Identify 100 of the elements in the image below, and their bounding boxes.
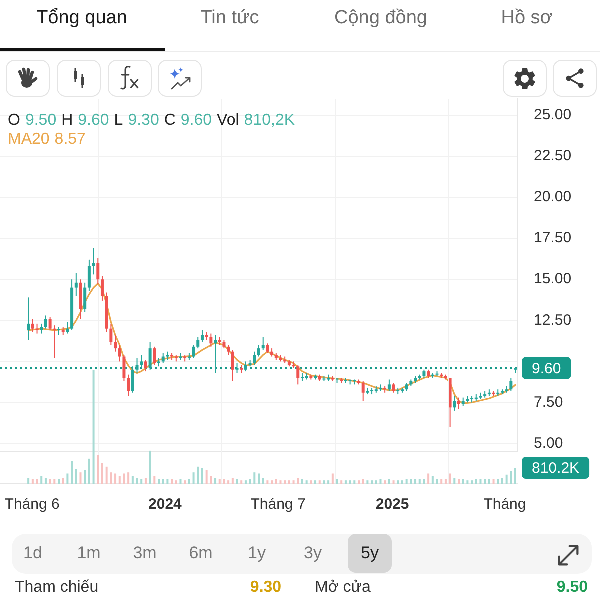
bar: [514, 468, 517, 484]
bar: [501, 478, 504, 484]
bar: [36, 479, 38, 484]
annotation: 810,2K: [244, 112, 296, 129]
bar: [480, 479, 482, 484]
annotation: L: [114, 112, 124, 129]
bar: [128, 472, 130, 484]
bar: [166, 479, 169, 484]
bar: [314, 480, 317, 484]
bar: [66, 474, 69, 484]
bar: [410, 479, 412, 484]
bar: [340, 480, 343, 484]
bar: [371, 480, 374, 484]
bar: [214, 478, 217, 484]
text: Tổng quan: [36, 8, 128, 28]
bar: [497, 479, 500, 484]
bar: [101, 463, 104, 484]
bar: [197, 466, 200, 484]
annotation: 9.30: [128, 112, 160, 129]
text: 3y: [304, 544, 322, 562]
bar: [318, 480, 321, 484]
bar: [106, 466, 108, 484]
bar: [192, 472, 195, 484]
text: 1m: [77, 544, 101, 562]
bar: [44, 478, 47, 484]
bar: [206, 470, 208, 484]
bar: [171, 479, 174, 484]
bar: [418, 479, 421, 484]
bar: [54, 479, 56, 484]
bar: [144, 478, 147, 484]
bar: [266, 480, 269, 484]
bar: [136, 478, 138, 484]
bar: [310, 480, 312, 484]
x-tick-label: Tháng 7: [250, 496, 306, 514]
annotation: Vol: [217, 112, 240, 129]
bar: [440, 479, 443, 484]
bar: [71, 461, 74, 484]
bar: [154, 476, 156, 484]
bar: [306, 480, 308, 484]
bar: [288, 480, 290, 484]
text: MA20: [8, 131, 50, 148]
bar: [149, 450, 152, 484]
bar: [506, 474, 508, 484]
bar: [236, 479, 238, 484]
annotation: 9.60: [532, 360, 562, 378]
bar: [406, 479, 408, 484]
annotation: 9.50: [25, 112, 57, 129]
bar: [284, 480, 286, 484]
bar: [428, 474, 430, 484]
bar: [384, 480, 386, 484]
bar: [110, 472, 112, 484]
bar: [180, 479, 182, 484]
x-tick-label: Tháng: [484, 496, 526, 514]
bar: [449, 474, 452, 484]
bar: [80, 472, 82, 484]
y-tick-label: 20.00: [534, 188, 572, 206]
y-tick-label: 17.50: [534, 230, 572, 247]
bar: [88, 458, 90, 484]
bar: [84, 470, 86, 484]
bar: [262, 478, 264, 484]
bar: [349, 480, 352, 484]
bar: [436, 479, 438, 484]
text: 810.2K: [532, 460, 580, 478]
bar: [28, 478, 30, 484]
annotation: H: [62, 112, 74, 129]
bar: [123, 474, 126, 484]
y-tick-label: 25.00: [534, 106, 572, 124]
bar: [184, 480, 186, 484]
y-tick-label: 15.00: [534, 270, 572, 288]
candlestick: [53, 326, 56, 358]
bar: [323, 480, 326, 484]
bar: [49, 479, 52, 484]
x-tick-label: 2024: [148, 496, 183, 514]
bar: [432, 476, 434, 484]
x-tick-label: Tháng 6: [4, 496, 60, 514]
bar: [488, 479, 490, 484]
bar: [40, 476, 43, 484]
bar: [462, 479, 464, 484]
bar: [484, 479, 486, 484]
text: 9.30: [250, 579, 282, 596]
bar: [58, 479, 60, 484]
bar: [388, 479, 390, 484]
bar: [275, 479, 278, 484]
y-tick-label: 7.50: [534, 394, 564, 411]
annotation: 9.60: [180, 112, 212, 129]
bar: [280, 480, 282, 484]
bar: [244, 480, 247, 484]
text: Hồ sơ: [501, 8, 553, 28]
bar: [240, 480, 243, 484]
text: 1y: [248, 544, 266, 562]
text: Mở cửa: [315, 579, 371, 596]
y-tick-label: 22.50: [534, 148, 572, 165]
bar: [218, 479, 221, 484]
bar: [366, 480, 369, 484]
text: 5y: [361, 544, 379, 562]
bar: [201, 468, 204, 484]
text: 3m: [133, 544, 157, 562]
bar: [301, 479, 304, 484]
bar: [454, 478, 456, 484]
bar: [118, 476, 121, 484]
